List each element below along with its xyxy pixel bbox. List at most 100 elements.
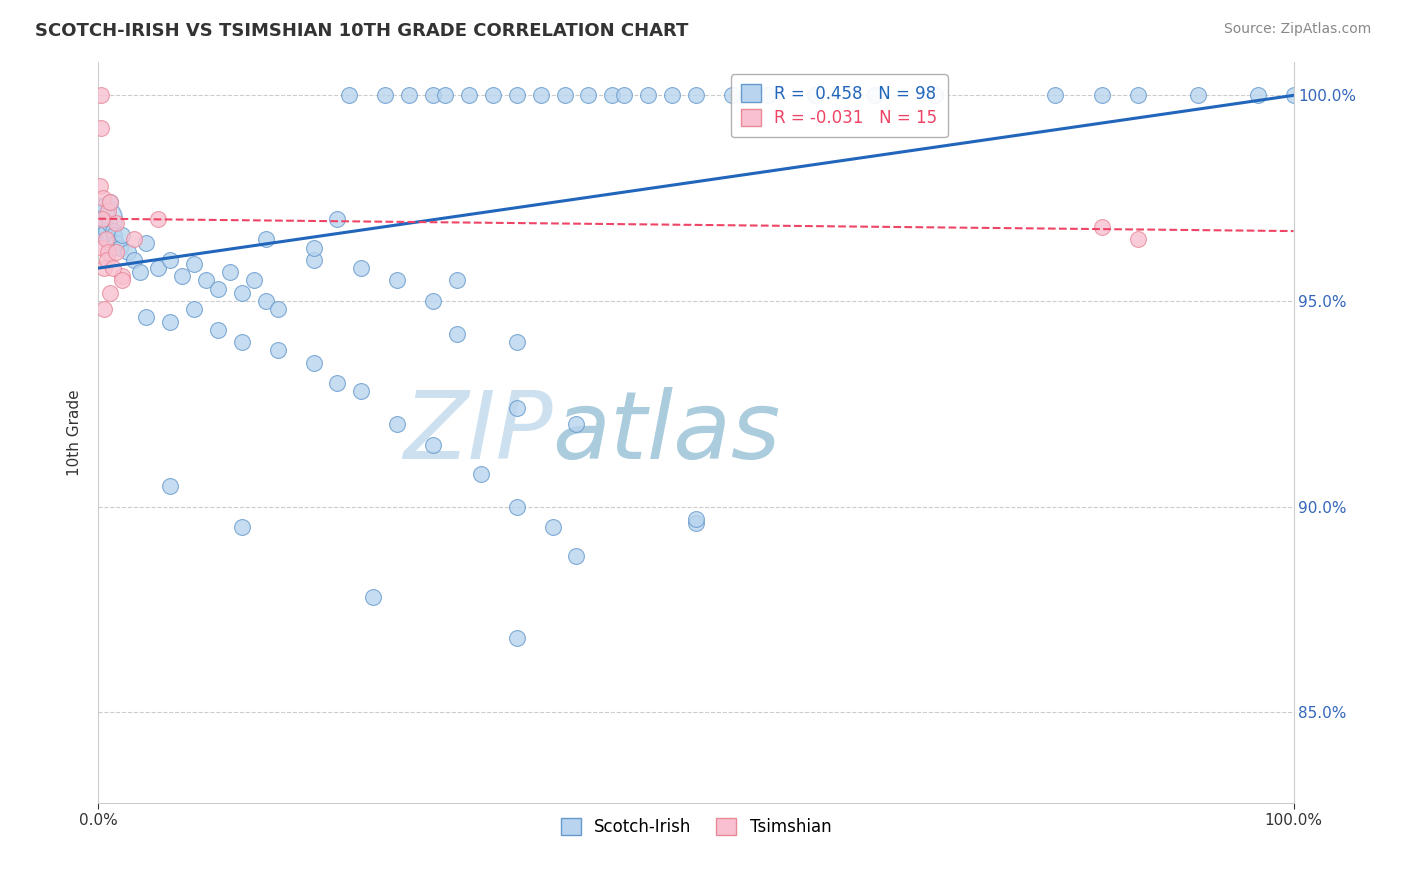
Point: [422, 293, 444, 308]
Point: [1043, 88, 1066, 103]
Point: [172, 269, 194, 284]
Point: [481, 88, 505, 103]
Point: [219, 265, 242, 279]
Point: [91, 191, 114, 205]
Point: [446, 326, 468, 341]
Point: [97, 232, 120, 246]
Point: [231, 520, 253, 534]
Text: Source: ZipAtlas.com: Source: ZipAtlas.com: [1223, 22, 1371, 37]
Point: [90, 211, 112, 226]
Point: [97, 244, 120, 259]
Point: [111, 273, 134, 287]
Point: [661, 88, 683, 103]
Point: [685, 516, 707, 530]
Point: [93, 199, 115, 213]
Point: [302, 252, 325, 267]
Point: [565, 549, 588, 563]
Point: [530, 88, 553, 103]
Point: [506, 401, 529, 415]
Point: [302, 356, 325, 370]
Point: [363, 590, 385, 604]
Point: [103, 228, 125, 243]
Point: [96, 208, 118, 222]
Point: [1091, 88, 1114, 103]
Point: [101, 261, 124, 276]
Point: [129, 265, 152, 279]
Point: [89, 219, 111, 234]
Point: [1282, 88, 1305, 103]
Point: [105, 216, 128, 230]
Point: [637, 88, 659, 103]
Point: [90, 203, 112, 218]
Point: [685, 512, 707, 526]
Point: [339, 88, 361, 103]
Point: [865, 88, 887, 103]
Text: atlas: atlas: [553, 387, 780, 478]
Point: [398, 88, 420, 103]
Point: [243, 273, 266, 287]
Point: [183, 257, 205, 271]
Point: [1187, 88, 1209, 103]
Legend: Scotch-Irish, Tsimshian: Scotch-Irish, Tsimshian: [554, 811, 838, 843]
Text: ZIP: ZIP: [404, 387, 553, 478]
Point: [108, 240, 131, 254]
Point: [1247, 88, 1270, 103]
Point: [101, 224, 124, 238]
Point: [135, 310, 157, 325]
Point: [685, 88, 707, 103]
Point: [326, 376, 349, 391]
Point: [207, 282, 229, 296]
Point: [89, 178, 111, 193]
Point: [93, 261, 115, 276]
Point: [207, 323, 229, 337]
Point: [148, 211, 170, 226]
Point: [434, 88, 457, 103]
Point: [565, 417, 588, 432]
Point: [924, 88, 946, 103]
Point: [91, 211, 114, 226]
Point: [148, 261, 170, 276]
Point: [267, 302, 290, 317]
Point: [1128, 88, 1150, 103]
Point: [96, 252, 118, 267]
Point: [98, 285, 122, 300]
Point: [231, 335, 253, 350]
Point: [1091, 219, 1114, 234]
Point: [385, 417, 409, 432]
Point: [506, 335, 529, 350]
Point: [1128, 232, 1150, 246]
Point: [159, 252, 181, 267]
Point: [385, 273, 409, 287]
Point: [602, 88, 624, 103]
Point: [506, 500, 529, 514]
Point: [541, 520, 564, 534]
Point: [90, 121, 112, 136]
Point: [350, 384, 373, 399]
Point: [91, 211, 114, 226]
Point: [756, 88, 779, 103]
Point: [422, 88, 444, 103]
Point: [111, 269, 134, 284]
Point: [159, 479, 181, 493]
Point: [506, 88, 529, 103]
Point: [446, 273, 468, 287]
Point: [254, 232, 277, 246]
Text: SCOTCH-IRISH VS TSIMSHIAN 10TH GRADE CORRELATION CHART: SCOTCH-IRISH VS TSIMSHIAN 10TH GRADE COR…: [35, 22, 689, 40]
Point: [554, 88, 576, 103]
Point: [613, 88, 636, 103]
Y-axis label: 10th Grade: 10th Grade: [67, 389, 83, 476]
Point: [721, 88, 744, 103]
Point: [94, 224, 117, 238]
Point: [422, 438, 444, 452]
Point: [117, 244, 139, 259]
Point: [94, 232, 117, 246]
Point: [254, 293, 277, 308]
Point: [91, 240, 114, 254]
Point: [578, 88, 600, 103]
Point: [302, 240, 325, 254]
Point: [326, 211, 349, 226]
Point: [91, 228, 114, 243]
Point: [804, 88, 827, 103]
Point: [98, 216, 121, 230]
Point: [350, 261, 373, 276]
